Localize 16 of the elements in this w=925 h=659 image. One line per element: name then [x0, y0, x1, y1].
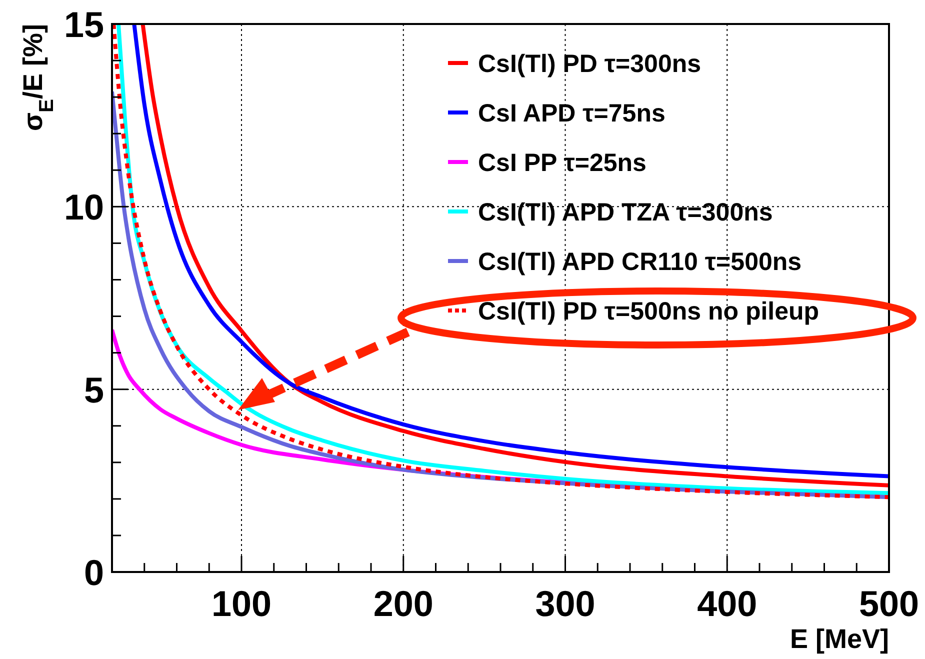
legend-label: CsI APD τ=75ns [478, 100, 666, 128]
legend-label: CsI(Tl) PD τ=500ns no pileup [478, 298, 820, 326]
x-tick-label: 100 [211, 583, 272, 624]
x-tick-label: 200 [373, 583, 434, 624]
legend-label: CsI(Tl) APD TZA τ=300ns [478, 198, 773, 226]
legend-label: CsI PP τ=25ns [478, 149, 646, 177]
x-tick-label: 500 [858, 583, 920, 624]
y-tick-label: 0 [84, 552, 104, 593]
y-tick-label: 15 [64, 4, 104, 45]
y-tick-label: 10 [64, 186, 104, 228]
x-tick-label: 400 [697, 583, 758, 624]
x-tick-label: 300 [535, 583, 596, 624]
legend-label: CsI(Tl) APD CR110 τ=500ns [478, 248, 802, 276]
x-axis-title: E [MeV] [790, 624, 889, 654]
y-tick-label: 5 [84, 369, 104, 410]
legend-label: CsI(Tl) PD τ=300ns [478, 50, 702, 78]
